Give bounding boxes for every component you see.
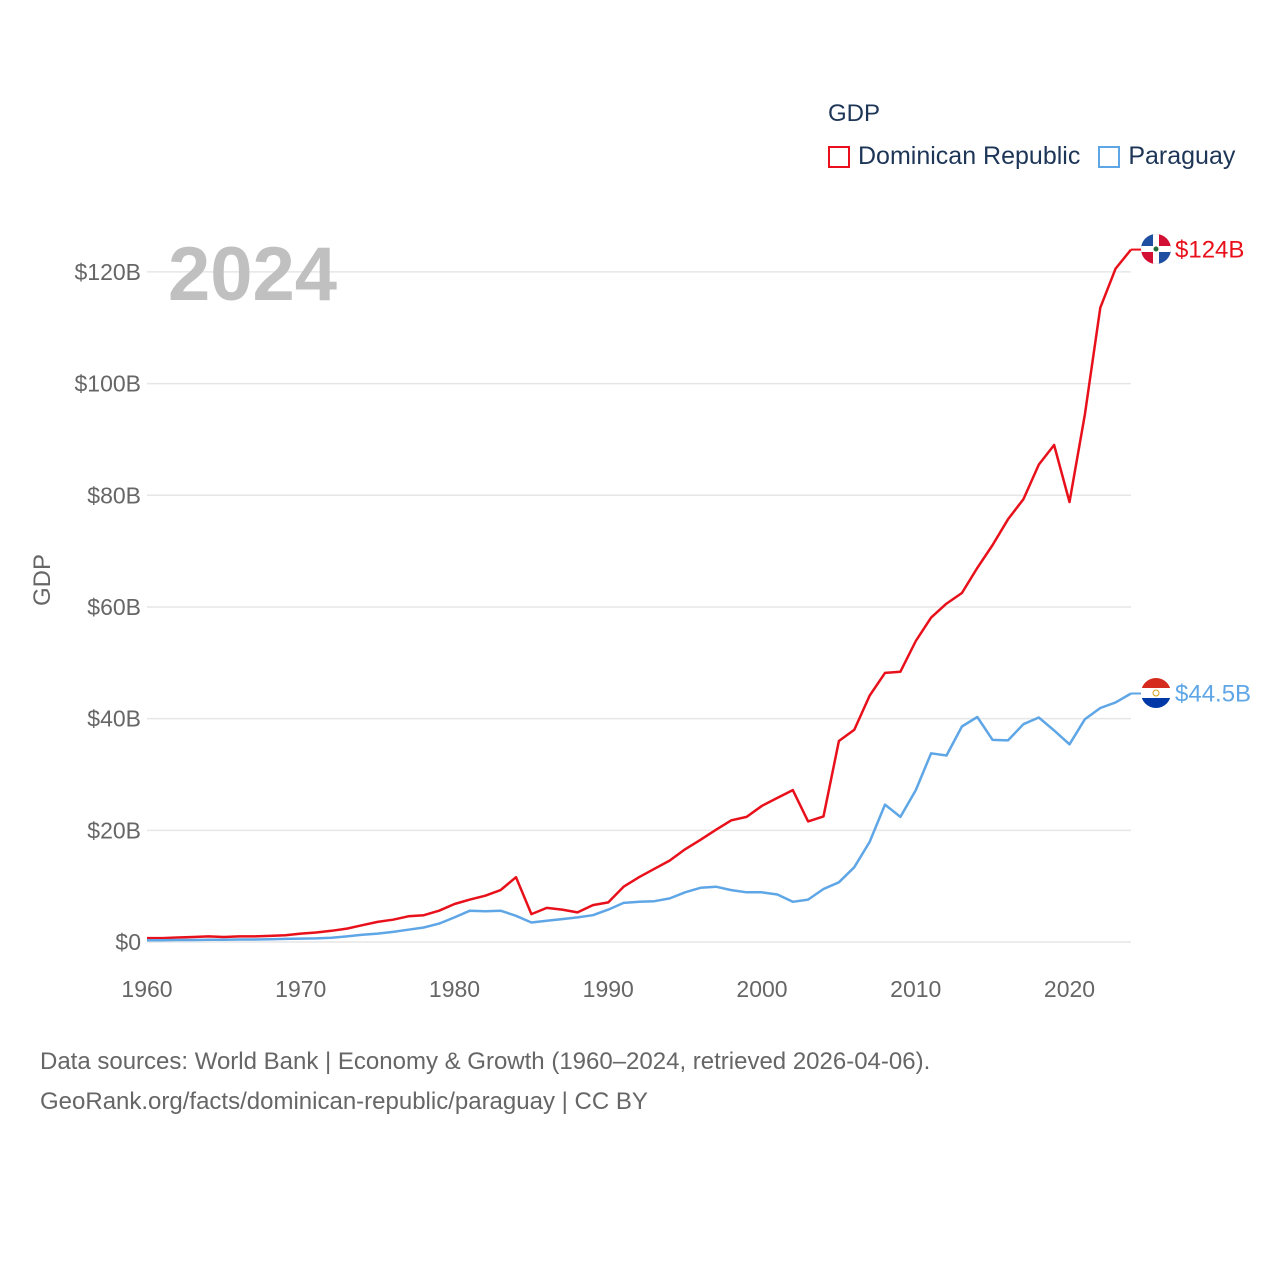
y-axis-ticks: $0 $20B $40B $60B $80B $100B $120B [74, 259, 141, 955]
x-axis-ticks: 1960 1970 1980 1990 2000 2010 2020 [121, 976, 1095, 1002]
data-sources-text: Data sources: World Bank | Economy & Gro… [40, 1048, 931, 1075]
x-tick-label: 1990 [583, 976, 634, 1002]
legend: Dominican Republic Paraguay [828, 142, 1253, 171]
series-line-paraguay[interactable] [147, 692, 1132, 942]
y-tick-label: $80B [87, 482, 141, 508]
legend-label-paraguay: Paraguay [1128, 142, 1236, 170]
x-tick-label: 1960 [121, 976, 172, 1002]
x-tick-label: 2000 [736, 976, 787, 1002]
series-line-dominican-republic[interactable] [147, 248, 1132, 940]
x-tick-label: 2020 [1044, 976, 1095, 1002]
y-tick-label: $20B [87, 817, 141, 843]
end-value-label: $44.5B [1175, 681, 1251, 708]
x-tick-label: 1980 [429, 976, 480, 1002]
legend-swatch-dominican-republic [828, 145, 850, 168]
x-tick-label: 2010 [890, 976, 941, 1002]
footer: Data sources: World Bank | Economy & Gro… [40, 1042, 930, 1122]
legend-swatch-paraguay [1098, 145, 1121, 168]
y-tick-label: $120B [74, 259, 141, 285]
x-tick-label: 1970 [275, 976, 326, 1002]
year-label: 2024 [168, 232, 337, 317]
end-labels: $124B $44.5B [1175, 237, 1251, 708]
dominican-republic-flag-icon [1141, 234, 1171, 264]
y-tick-label: $0 [115, 929, 141, 955]
paraguay-flag-icon [1141, 678, 1171, 708]
legend-title: GDP [828, 100, 881, 127]
gdp-line-chart: $0 $20B $40B $60B $80B $100B $120B 1960 1970 198… [29, 232, 1251, 1002]
y-axis-label: GDP [29, 554, 56, 606]
y-tick-label: $40B [87, 706, 141, 732]
y-tick-label: $60B [87, 594, 141, 620]
grid-lines [147, 271, 1131, 943]
y-tick-label: $100B [74, 371, 141, 397]
legend-label-dominican-republic: Dominican Republic [858, 142, 1081, 170]
series-lines [147, 248, 1141, 942]
legend-item-dominican-republic[interactable]: Dominican Republic [828, 142, 1080, 171]
source-url-text[interactable]: GeoRank.org/facts/dominican-republic/par… [40, 1088, 648, 1115]
end-value-label: $124B [1175, 237, 1244, 264]
legend-item-paraguay[interactable]: Paraguay [1098, 142, 1235, 171]
